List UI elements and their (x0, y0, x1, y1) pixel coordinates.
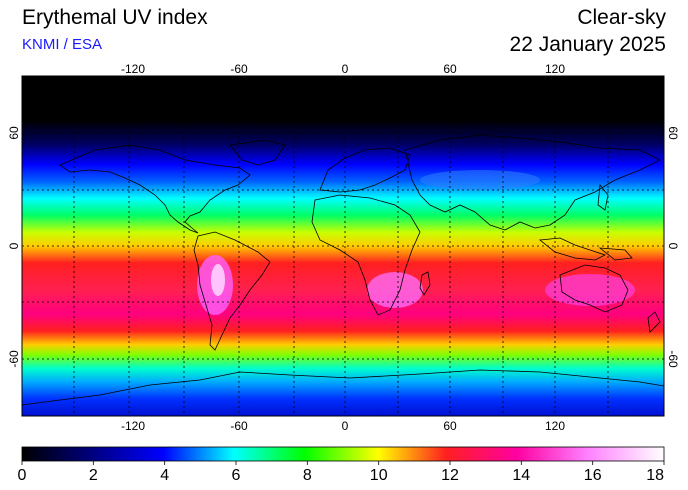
coastline-asia (404, 134, 661, 231)
lon-labels-bottom: -120 -60 0 60 120 (121, 419, 565, 433)
coastline-north-america (59, 144, 251, 234)
graticule (22, 76, 664, 416)
coastline-australia (559, 264, 629, 313)
lat-label-right: 60 (666, 126, 680, 140)
coastlines (22, 134, 664, 406)
map-frame (21, 75, 665, 417)
coastline-japan (597, 183, 609, 211)
lon-label-bottom: -120 (121, 419, 145, 433)
colorbar-label: 14 (512, 467, 530, 484)
lon-label-bottom: 120 (545, 419, 565, 433)
colorbar-label: 10 (370, 467, 388, 484)
coastline-africa (311, 194, 421, 316)
lat-label-left: -60 (7, 350, 21, 368)
lat-labels-left: 60 0 -60 (7, 126, 21, 368)
lat-labels-right: 60 0 -60 (666, 126, 680, 368)
coastline-new-guinea (598, 247, 633, 261)
sky-condition-label: Clear-sky (577, 6, 666, 29)
coastline-europe (319, 147, 411, 193)
lat-label-left: 60 (7, 126, 21, 140)
coastline-madagascar (419, 271, 431, 296)
coastline-indonesia (538, 237, 607, 261)
coastline-antarctica (22, 369, 664, 406)
map-date: 22 January 2025 (509, 33, 666, 56)
colorbar-label: 4 (160, 467, 169, 484)
uv-hotspot-south-america-peak (211, 264, 225, 296)
colorbar-labels: 0 2 4 6 8 10 12 14 16 18 (18, 467, 665, 484)
colorbar-label: 6 (232, 467, 241, 484)
map-title: Erythemal UV index (22, 6, 208, 29)
colorbar-ticks (21, 461, 665, 465)
colorbar-label: 18 (646, 467, 664, 484)
lon-label-top: 120 (545, 62, 565, 76)
colorbar-label: 0 (18, 467, 27, 484)
lon-label-top: -120 (121, 62, 145, 76)
colorbar-label: 8 (303, 467, 312, 484)
colorbar-label: 16 (584, 467, 602, 484)
lat-label-right: -60 (666, 350, 680, 368)
lat-label-left: 0 (7, 242, 21, 249)
uv-cloud-band-north (420, 170, 540, 190)
uv-hotspot-australia (545, 274, 635, 306)
coastline-new-zealand (647, 311, 661, 333)
lat-label-right: 0 (666, 243, 680, 250)
coastline-greenland (229, 139, 286, 166)
lon-label-bottom: 60 (443, 419, 457, 433)
lon-label-top: 0 (342, 62, 349, 76)
uv-hotspot-africa (367, 272, 423, 308)
colorbar-label: 12 (441, 467, 459, 484)
lon-label-top: -60 (230, 62, 248, 76)
lon-labels-top: -120 -60 0 60 120 (121, 62, 565, 76)
lon-label-top: 60 (443, 62, 457, 76)
lon-label-bottom: 0 (342, 419, 349, 433)
colorbar-label: 2 (89, 467, 98, 484)
lon-label-bottom: -60 (230, 419, 248, 433)
data-source-label: KNMI / ESA (22, 36, 103, 53)
coastline-south-america (193, 231, 271, 351)
colorbar (21, 446, 665, 462)
